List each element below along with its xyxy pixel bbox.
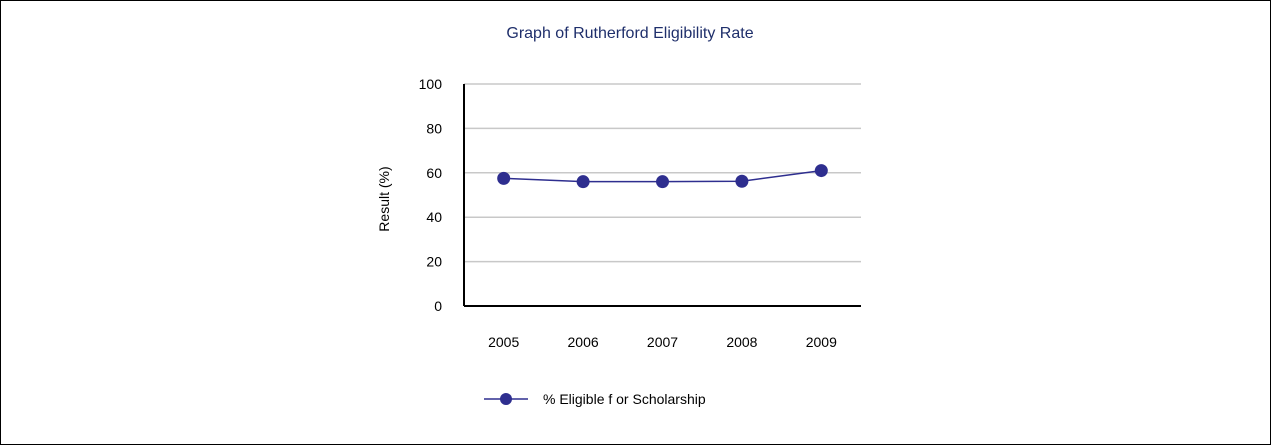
data-point [576,175,590,189]
legend: % Eligible f or Scholarship [484,391,706,407]
y-tick-label: 0 [434,298,442,314]
y-tick-labels: 0 20 40 60 80 100 [419,76,443,314]
legend-entry-label: % Eligible f or Scholarship [543,391,706,407]
y-tick-label: 80 [426,120,442,136]
y-tick-label: 40 [426,209,442,225]
series-layer [497,164,828,189]
data-point [497,171,511,185]
legend-marker [500,393,512,405]
y-tick-label: 60 [426,165,442,181]
x-tick-label: 2006 [568,334,599,350]
x-tick-labels: 2005 2006 2007 2008 2009 [488,334,837,350]
axes [463,84,861,307]
data-point [656,175,669,189]
data-point [735,174,749,188]
y-tick-label: 20 [426,254,442,270]
x-tick-label: 2008 [726,334,757,350]
x-tick-label: 2005 [488,334,519,350]
x-tick-label: 2009 [806,334,837,350]
chart-title: Graph of Rutherford Eligibility Rate [506,25,753,42]
gridlines [464,83,861,263]
y-axis-label: Result (%) [376,166,392,231]
y-tick-label: 100 [419,76,443,92]
x-tick-label: 2007 [647,334,678,350]
data-point [814,164,828,178]
